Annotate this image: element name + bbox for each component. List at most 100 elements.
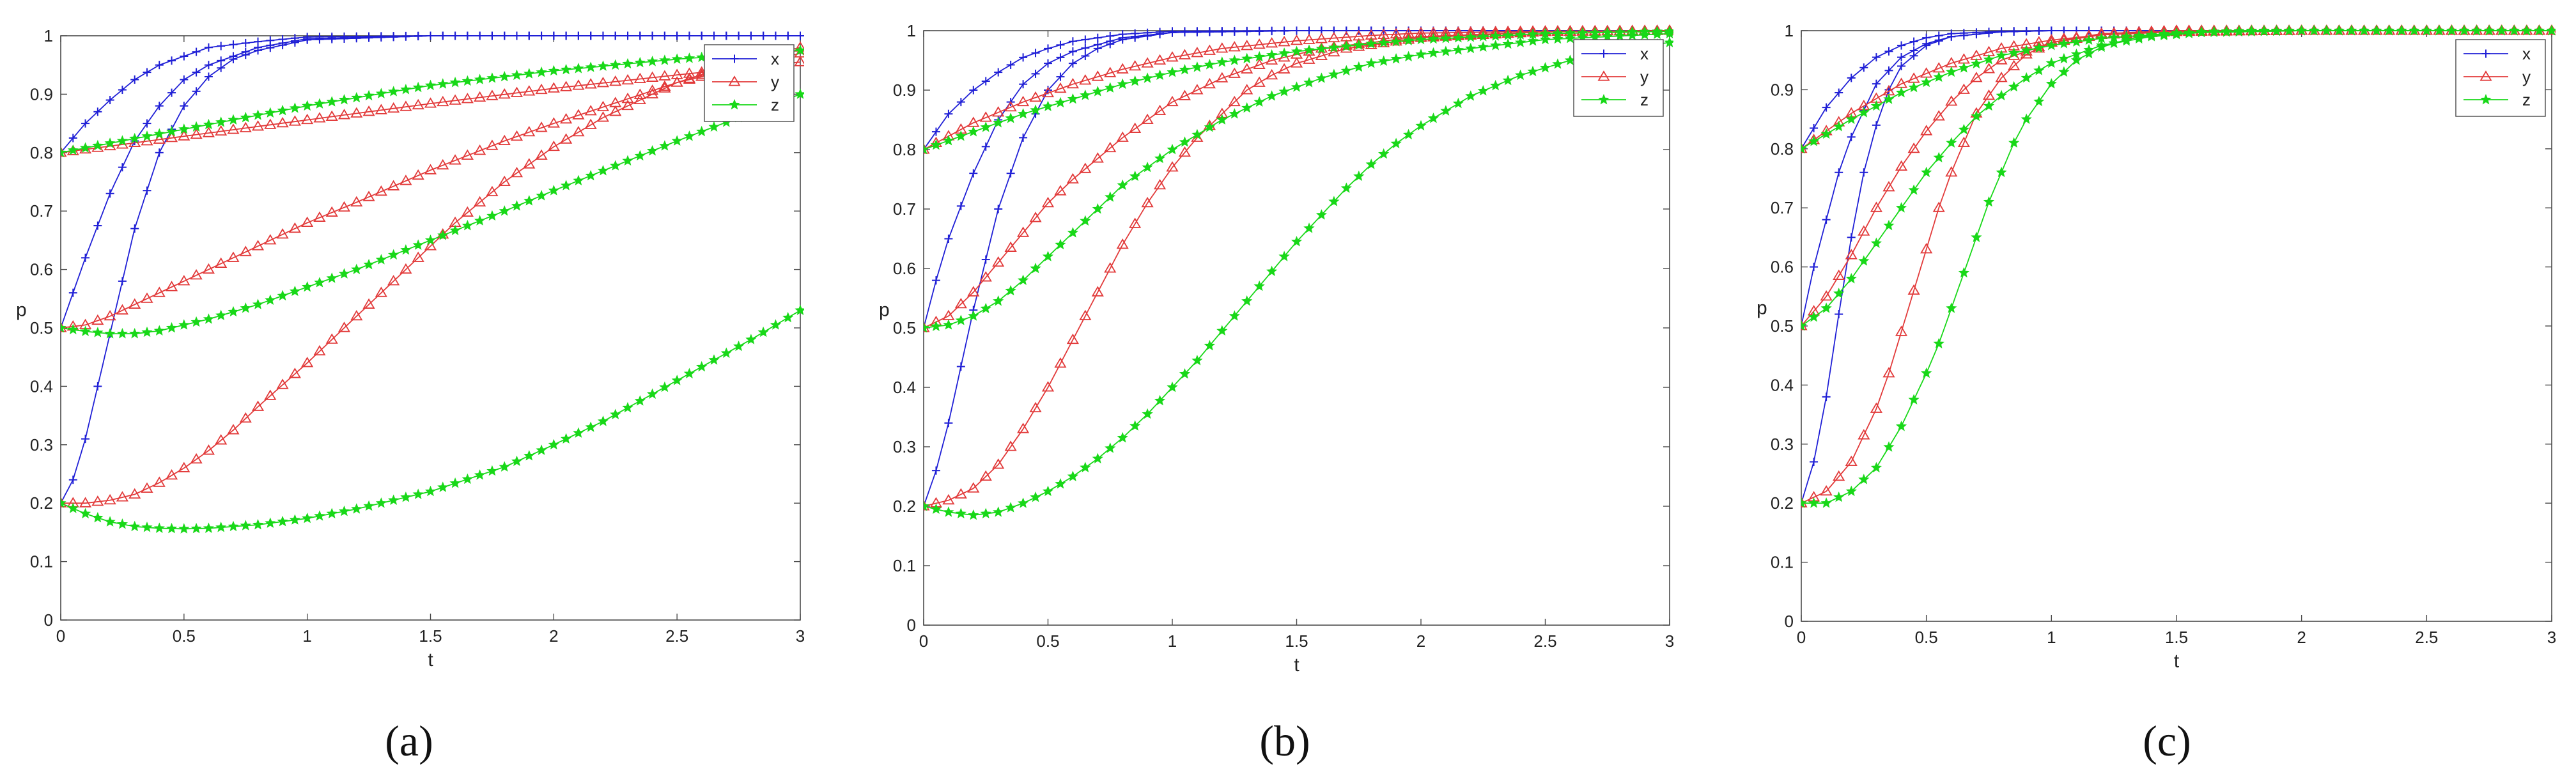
data-point-x bbox=[1342, 26, 1351, 35]
data-point-z bbox=[560, 63, 572, 75]
data-point-y bbox=[474, 196, 486, 206]
data-point-z bbox=[289, 514, 301, 525]
data-point-z bbox=[2058, 66, 2070, 77]
x-tick-label: 3 bbox=[796, 626, 805, 646]
data-point-z bbox=[338, 505, 350, 516]
legend-box bbox=[2455, 39, 2546, 117]
data-point-y bbox=[560, 81, 573, 91]
data-point-y bbox=[178, 275, 190, 286]
data-point-x bbox=[697, 31, 706, 40]
data-point-x bbox=[1230, 27, 1239, 36]
data-point-z bbox=[1958, 123, 1970, 135]
data-point-y bbox=[979, 111, 992, 122]
data-point-y bbox=[301, 113, 314, 125]
data-point-z bbox=[449, 477, 461, 488]
data-point-z bbox=[1858, 474, 1870, 485]
x-tick-label: 0.5 bbox=[1915, 628, 1938, 647]
data-point-z bbox=[141, 326, 153, 337]
data-point-y bbox=[190, 453, 203, 464]
data-point-y bbox=[251, 120, 265, 131]
data-point-y bbox=[1932, 201, 1945, 212]
data-point-z bbox=[1402, 50, 1415, 62]
data-point-y bbox=[1203, 77, 1216, 89]
data-point-x bbox=[1859, 63, 1868, 72]
data-point-z bbox=[1933, 151, 1944, 162]
data-point-z bbox=[708, 121, 720, 132]
data-point-x bbox=[969, 86, 978, 95]
data-point-z bbox=[597, 165, 609, 176]
data-point-x bbox=[1835, 310, 1843, 319]
data-point-y bbox=[153, 476, 166, 487]
data-point-z bbox=[1801, 497, 1807, 508]
data-point-z bbox=[1801, 143, 1807, 154]
y-tick-label: 0.1 bbox=[893, 556, 916, 575]
data-point-z bbox=[412, 81, 424, 93]
data-point-x bbox=[660, 31, 669, 40]
data-point-z bbox=[1142, 408, 1153, 419]
data-point-z bbox=[1870, 100, 1882, 111]
data-point-z bbox=[1845, 273, 1857, 284]
data-point-y bbox=[1253, 58, 1266, 69]
data-point-z bbox=[2396, 24, 2407, 36]
data-point-x bbox=[1143, 31, 1152, 40]
data-point-z bbox=[166, 522, 178, 534]
data-point-z bbox=[1204, 121, 1216, 132]
data-point-y bbox=[658, 70, 671, 81]
data-point-z bbox=[1452, 44, 1464, 55]
data-point-x bbox=[192, 68, 201, 77]
data-point-x bbox=[796, 31, 804, 40]
data-point-y bbox=[202, 127, 215, 137]
x-tick-label: 1.5 bbox=[419, 626, 442, 646]
data-point-z bbox=[1971, 231, 1982, 242]
data-point-y bbox=[572, 109, 585, 120]
data-point-y bbox=[128, 488, 141, 499]
y-axis-label: p bbox=[1757, 298, 1767, 319]
data-point-y bbox=[202, 444, 215, 455]
series-z-9 bbox=[1801, 24, 2556, 508]
data-point-z bbox=[1908, 394, 1920, 405]
series-y-4 bbox=[61, 56, 804, 157]
data-point-z bbox=[1191, 61, 1203, 72]
data-point-y bbox=[1066, 77, 1079, 89]
data-point-z bbox=[524, 450, 535, 461]
data-point-z bbox=[1216, 325, 1228, 336]
data-point-z bbox=[1870, 461, 1882, 473]
data-point-z bbox=[943, 319, 954, 330]
data-point-x bbox=[93, 107, 102, 116]
data-point-y bbox=[424, 240, 437, 251]
data-point-y bbox=[1982, 63, 1996, 74]
data-point-z bbox=[1092, 203, 1103, 214]
data-point-y bbox=[596, 77, 610, 88]
x-tick-label: 1.5 bbox=[2165, 628, 2188, 647]
data-point-z bbox=[1154, 394, 1166, 406]
data-point-z bbox=[474, 74, 486, 84]
data-point-y bbox=[1141, 196, 1154, 208]
data-point-y bbox=[584, 118, 597, 129]
x-tick-label: 0 bbox=[919, 632, 928, 651]
data-point-z bbox=[1427, 47, 1439, 58]
data-point-y bbox=[1353, 40, 1365, 51]
data-point-y bbox=[1340, 42, 1353, 53]
data-point-y bbox=[646, 71, 659, 82]
data-point-z bbox=[2021, 113, 2032, 124]
data-point-z bbox=[1921, 166, 1932, 178]
data-point-y bbox=[2008, 59, 2021, 70]
data-point-y bbox=[1241, 63, 1253, 74]
legend-label: z bbox=[2522, 90, 2531, 109]
data-point-y bbox=[1054, 82, 1067, 93]
data-point-x bbox=[500, 31, 509, 40]
data-point-y bbox=[387, 180, 400, 190]
data-point-z bbox=[326, 96, 338, 107]
data-point-x bbox=[143, 68, 151, 77]
data-point-x bbox=[537, 31, 546, 40]
data-point-y bbox=[128, 298, 141, 309]
data-point-z bbox=[462, 219, 474, 231]
data-point-y bbox=[375, 286, 387, 297]
data-point-y bbox=[1228, 67, 1241, 78]
legend: xyz bbox=[704, 44, 795, 122]
y-tick-label: 1 bbox=[1785, 21, 1794, 40]
data-point-y bbox=[584, 105, 597, 116]
data-point-z bbox=[1514, 69, 1526, 81]
data-point-y bbox=[794, 56, 804, 66]
data-point-z bbox=[1105, 191, 1116, 202]
